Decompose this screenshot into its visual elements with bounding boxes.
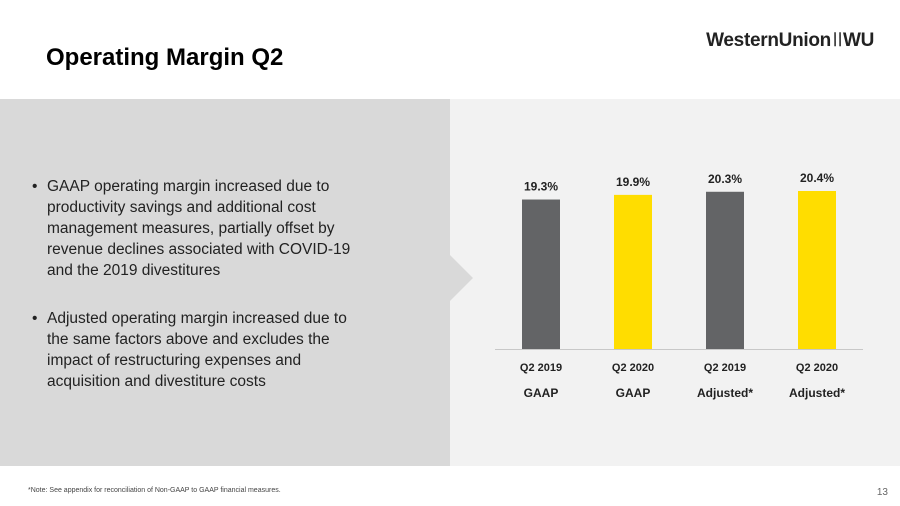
- bullet-item-gaap: • GAAP operating margin increased due to…: [32, 176, 372, 281]
- logo-wordmark: WesternUnion: [706, 30, 831, 51]
- x-group-label: Adjusted*: [789, 386, 845, 400]
- text-panel: [0, 99, 450, 466]
- bar: [706, 191, 744, 349]
- x-tick-label: Q2 2019: [520, 362, 562, 374]
- bar: [614, 194, 652, 349]
- data-label: 19.3%: [524, 180, 558, 194]
- bar: [798, 191, 836, 349]
- logo-wu: WU: [842, 30, 874, 51]
- x-tick-label: Q2 2020: [796, 362, 838, 374]
- panel-arrow-icon: [450, 255, 473, 301]
- data-label: 20.4%: [800, 171, 834, 185]
- data-label: 19.9%: [616, 175, 650, 189]
- operating-margin-chart: 19.3% Q2 2019 GAAP 19.9% Q2 2020 GAAP 20.3% Q2 …: [495, 171, 863, 400]
- bullet-text: Adjusted operating margin increased due …: [47, 310, 347, 390]
- data-label: 20.3%: [708, 172, 742, 186]
- footnote: *Note: See appendix for reconciliation o…: [28, 487, 281, 494]
- x-tick-label: Q2 2019: [704, 362, 746, 374]
- bullet-icon: •: [32, 310, 38, 327]
- bullet-icon: •: [32, 178, 38, 195]
- bullet-item-adjusted: • Adjusted operating margin increased du…: [32, 308, 372, 392]
- x-group-label: GAAP: [524, 386, 559, 400]
- bullet-list: • GAAP operating margin increased due to…: [32, 176, 372, 419]
- x-tick-label: Q2 2020: [612, 362, 654, 374]
- bar: [522, 199, 560, 349]
- page-number: 13: [876, 487, 888, 498]
- x-group-label: Adjusted*: [697, 386, 753, 400]
- x-group-label: GAAP: [616, 386, 651, 400]
- western-union-logo: WesternUnion\\WU: [706, 30, 874, 52]
- page-title: Operating Margin Q2: [46, 44, 284, 71]
- bullet-text: GAAP operating margin increased due to p…: [47, 178, 351, 279]
